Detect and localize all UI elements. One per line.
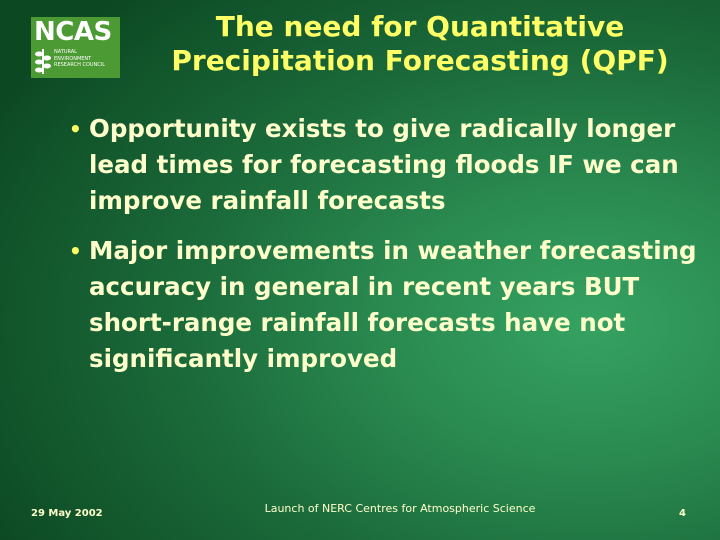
- bullet-text: Major improvements in weather forecastin…: [89, 236, 697, 373]
- slide-title: The need for Quantitative Precipitation …: [120, 10, 720, 78]
- footer-event-title: Launch of NERC Centres for Atmospheric S…: [264, 502, 536, 515]
- footer-date: 29 May 2002: [31, 508, 103, 519]
- bullet-item: • Opportunity exists to give radically l…: [67, 111, 697, 219]
- slide-number: 4: [679, 508, 686, 519]
- ncas-logo: NCAS NATURAL ENVIRONMENT RESEARCH COUNCI…: [31, 17, 120, 78]
- logo-subtitle-line: NATURAL: [54, 49, 77, 55]
- logo-subtitle: NATURAL ENVIRONMENT RESEARCH COUNCIL: [54, 49, 105, 69]
- bullet-text: Opportunity exists to give radically lon…: [89, 114, 679, 215]
- bullet-icon: •: [69, 239, 82, 263]
- slide-title-line-1: The need for Quantitative: [215, 10, 625, 43]
- slide-title-line-2: Precipitation Forecasting (QPF): [171, 44, 669, 77]
- bullet-item: • Major improvements in weather forecast…: [67, 233, 697, 377]
- logo-subtitle-line: RESEARCH COUNCIL: [54, 62, 106, 69]
- bullet-list: • Opportunity exists to give radically l…: [67, 111, 697, 391]
- bullet-icon: •: [69, 117, 82, 141]
- leaf-icon: [35, 49, 51, 74]
- logo-mark: NCAS: [34, 17, 112, 47]
- logo-subtitle-line: ENVIRONMENT: [54, 55, 92, 62]
